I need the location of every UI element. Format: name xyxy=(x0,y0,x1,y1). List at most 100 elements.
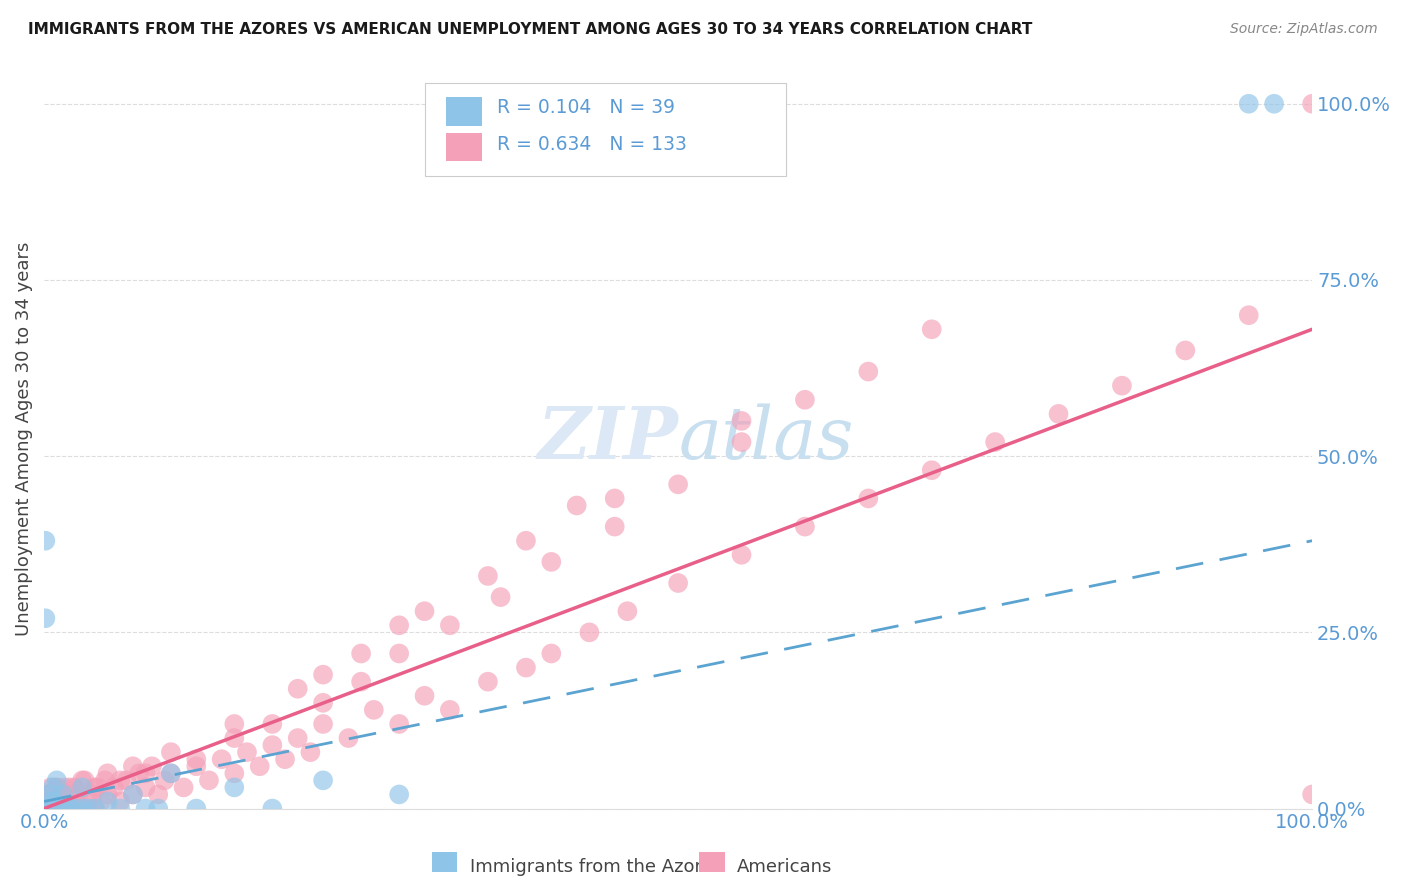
Point xyxy=(42,780,65,795)
Point xyxy=(122,759,145,773)
Point xyxy=(858,365,880,379)
Text: ZIP: ZIP xyxy=(537,403,678,474)
Point xyxy=(63,780,86,795)
Text: Americans: Americans xyxy=(737,858,832,876)
Point xyxy=(312,717,335,731)
Point xyxy=(224,731,246,745)
Point xyxy=(262,801,284,815)
Point xyxy=(540,647,562,661)
Point xyxy=(96,795,118,809)
Point xyxy=(160,745,183,759)
Point xyxy=(388,647,411,661)
Point xyxy=(42,801,65,815)
Point xyxy=(388,717,411,731)
Point xyxy=(135,801,157,815)
Point xyxy=(224,766,246,780)
Point xyxy=(41,788,63,802)
Point xyxy=(363,703,385,717)
Point xyxy=(287,731,309,745)
Point xyxy=(1174,343,1197,358)
Point xyxy=(108,795,131,809)
Point xyxy=(45,801,67,815)
Point xyxy=(38,788,60,802)
Point xyxy=(666,576,689,591)
Text: Source: ZipAtlas.com: Source: ZipAtlas.com xyxy=(1230,22,1378,37)
Text: atlas: atlas xyxy=(678,403,853,474)
Point xyxy=(1047,407,1070,421)
Point xyxy=(60,801,83,815)
Point xyxy=(42,795,65,809)
Point xyxy=(38,788,60,802)
Point xyxy=(77,801,100,815)
Point xyxy=(173,780,195,795)
Y-axis label: Unemployment Among Ages 30 to 34 years: Unemployment Among Ages 30 to 34 years xyxy=(15,242,32,636)
Point xyxy=(730,548,752,562)
Point xyxy=(44,801,66,815)
Point xyxy=(39,795,62,809)
Point xyxy=(122,788,145,802)
Point xyxy=(45,773,67,788)
Point xyxy=(58,801,80,815)
Point xyxy=(274,752,297,766)
Point xyxy=(108,801,131,815)
Point xyxy=(1237,308,1260,322)
Point xyxy=(135,766,157,780)
Point xyxy=(55,795,77,809)
Point xyxy=(45,780,67,795)
Point xyxy=(39,801,62,815)
Point xyxy=(58,801,80,815)
Point xyxy=(186,801,208,815)
Point xyxy=(45,780,67,795)
Point xyxy=(312,773,335,788)
Point xyxy=(67,788,90,802)
Point xyxy=(198,773,221,788)
Point xyxy=(921,322,943,336)
Point xyxy=(312,667,335,681)
Point xyxy=(94,773,117,788)
Point xyxy=(565,499,588,513)
Point xyxy=(35,801,58,815)
Point xyxy=(53,780,76,795)
Point xyxy=(90,795,112,809)
Point xyxy=(616,604,638,618)
Point xyxy=(103,780,125,795)
Point xyxy=(603,519,626,533)
Point xyxy=(41,788,63,802)
Point xyxy=(350,674,373,689)
Point xyxy=(1111,378,1133,392)
Point xyxy=(262,738,284,752)
Point xyxy=(49,788,72,802)
Point xyxy=(39,801,62,815)
Point xyxy=(477,674,499,689)
Point xyxy=(56,795,79,809)
Point xyxy=(39,780,62,795)
Point xyxy=(135,780,157,795)
Point xyxy=(44,795,66,809)
Point xyxy=(115,773,138,788)
Point xyxy=(312,696,335,710)
FancyBboxPatch shape xyxy=(446,133,482,161)
Point xyxy=(96,788,118,802)
Point xyxy=(186,759,208,773)
Point xyxy=(148,801,170,815)
Point xyxy=(38,795,60,809)
Point xyxy=(262,717,284,731)
Point xyxy=(35,801,58,815)
Point xyxy=(70,801,93,815)
Point xyxy=(52,801,75,815)
Point xyxy=(515,660,537,674)
Point xyxy=(52,801,75,815)
Point xyxy=(70,780,93,795)
Point xyxy=(413,604,436,618)
Point xyxy=(52,788,75,802)
Point xyxy=(439,618,461,632)
Point xyxy=(337,731,360,745)
Point xyxy=(65,795,87,809)
Point xyxy=(45,801,67,815)
Point xyxy=(37,788,59,802)
Point xyxy=(160,766,183,780)
Point xyxy=(48,801,70,815)
Point xyxy=(52,788,75,802)
FancyBboxPatch shape xyxy=(446,97,482,126)
Point xyxy=(413,689,436,703)
